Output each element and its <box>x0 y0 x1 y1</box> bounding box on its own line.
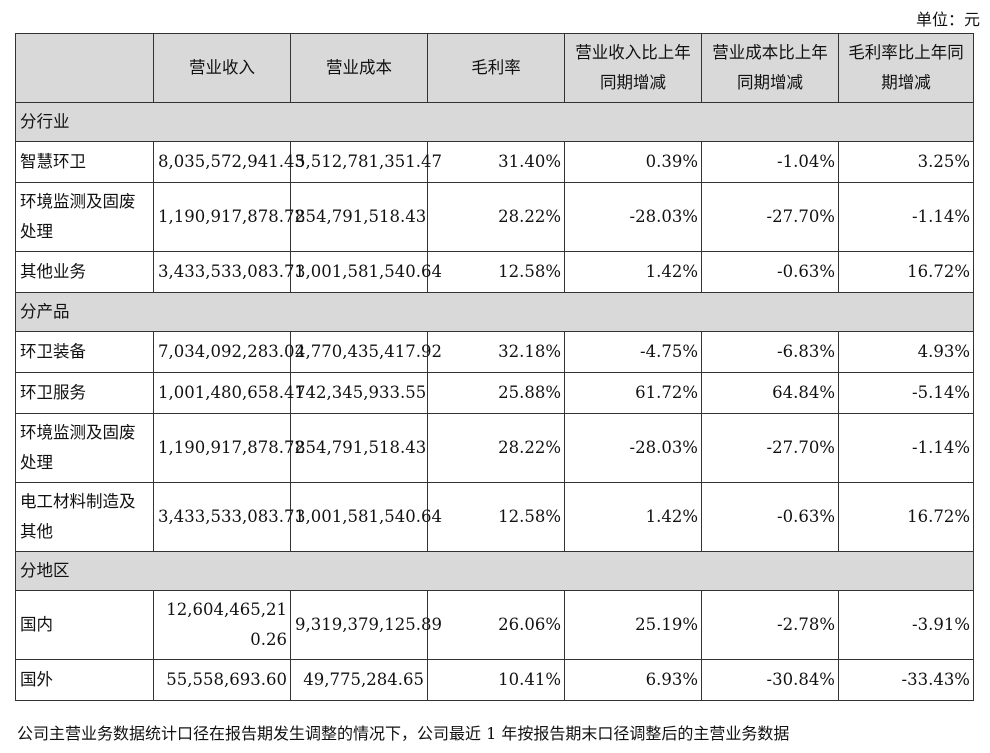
cost-change-cell: -2.78% <box>701 590 839 660</box>
header-cell <box>15 33 154 103</box>
section-title: 分行业 <box>15 102 974 142</box>
margin-change-cell: -5.14% <box>838 372 974 414</box>
cost-cell: 742,345,933.55 <box>290 372 428 414</box>
header-cell: 毛利率 <box>427 33 565 103</box>
row-name: 环卫装备 <box>15 331 154 373</box>
cost-change-cell: -0.63% <box>701 482 839 552</box>
cost-change-cell: -1.04% <box>701 141 839 183</box>
row-name: 其他业务 <box>15 251 154 293</box>
section-title: 分产品 <box>15 292 974 332</box>
margin-change-cell: -1.14% <box>838 413 974 483</box>
row-name: 电工材料制造及其他 <box>15 482 154 552</box>
table-row: 国内 12,604,465,210.26 9,319,379,125.89 26… <box>15 590 974 660</box>
cost-cell: 3,001,581,540.64 <box>290 251 442 293</box>
row-name: 环境监测及固废处理 <box>15 182 154 252</box>
section-row: 分地区 <box>15 551 974 591</box>
header-cell: 毛利率比上年同期增减 <box>838 33 974 103</box>
table-row: 环境监测及固废处理 1,190,917,878.72 854,791,518.4… <box>15 182 974 252</box>
cost-cell: 49,775,284.65 <box>290 659 428 701</box>
section-row: 分行业 <box>15 102 974 142</box>
revenue-change-cell: 6.93% <box>564 659 702 701</box>
table-header-row: 营业收入 营业成本 毛利率 营业收入比上年同期增减 营业成本比上年同期增减 毛利… <box>15 33 974 103</box>
table-row: 环境监测及固废处理 1,190,917,878.72 854,791,518.4… <box>15 413 974 483</box>
revenue-cell: 3,433,533,083.71 <box>153 251 305 293</box>
row-name: 国外 <box>15 659 154 701</box>
row-name: 环卫服务 <box>15 372 154 414</box>
cost-change-cell: -0.63% <box>701 251 839 293</box>
section-row: 分产品 <box>15 292 974 332</box>
header-cell: 营业收入 <box>153 33 291 103</box>
cost-cell: 3,001,581,540.64 <box>290 482 442 552</box>
cost-cell: 9,319,379,125.89 <box>290 590 442 660</box>
margin-cell: 12.58% <box>427 251 565 293</box>
revenue-change-cell: -4.75% <box>564 331 702 373</box>
revenue-change-cell: 1.42% <box>564 482 702 552</box>
margin-change-cell: 3.25% <box>838 141 974 183</box>
margin-change-cell: -3.91% <box>838 590 974 660</box>
cost-cell: 854,791,518.43 <box>290 413 428 483</box>
header-cell: 营业成本比上年同期增减 <box>701 33 839 103</box>
header-cell: 营业收入比上年同期增减 <box>564 33 702 103</box>
revenue-change-cell: 0.39% <box>564 141 702 183</box>
margin-cell: 28.22% <box>427 182 565 252</box>
row-name: 智慧环卫 <box>15 141 154 183</box>
main-business-table: 营业收入 营业成本 毛利率 营业收入比上年同期增减 营业成本比上年同期增减 毛利… <box>15 33 974 701</box>
section-title: 分地区 <box>15 551 974 591</box>
unit-label: 单位：元 <box>915 10 980 29</box>
cost-change-cell: 64.84% <box>701 372 839 414</box>
revenue-change-cell: -28.03% <box>564 182 702 252</box>
footer-note: 公司主营业务数据统计口径在报告期发生调整的情况下，公司最近 1 年按报告期末口径… <box>17 724 790 743</box>
revenue-cell: 12,604,465,210.26 <box>153 590 291 660</box>
margin-change-cell: 16.72% <box>838 482 974 552</box>
revenue-change-cell: 25.19% <box>564 590 702 660</box>
table-row: 环卫服务 1,001,480,658.41 742,345,933.55 25.… <box>15 372 974 414</box>
revenue-change-cell: 61.72% <box>564 372 702 414</box>
cost-cell: 854,791,518.43 <box>290 182 428 252</box>
table-row: 智慧环卫 8,035,572,941.43 5,512,781,351.47 3… <box>15 141 974 183</box>
margin-cell: 28.22% <box>427 413 565 483</box>
margin-cell: 31.40% <box>427 141 565 183</box>
table-row: 国外 55,558,693.60 49,775,284.65 10.41% 6.… <box>15 659 974 701</box>
table-row: 电工材料制造及其他 3,433,533,083.71 3,001,581,540… <box>15 482 974 552</box>
margin-cell: 10.41% <box>427 659 565 701</box>
margin-change-cell: 16.72% <box>838 251 974 293</box>
revenue-cell: 7,034,092,283.02 <box>153 331 305 373</box>
margin-cell: 25.88% <box>427 372 565 414</box>
cost-change-cell: -27.70% <box>701 182 839 252</box>
margin-cell: 26.06% <box>427 590 565 660</box>
margin-change-cell: 4.93% <box>838 331 974 373</box>
margin-change-cell: -1.14% <box>838 182 974 252</box>
revenue-change-cell: 1.42% <box>564 251 702 293</box>
cost-cell: 4,770,435,417.92 <box>290 331 442 373</box>
cost-cell: 5,512,781,351.47 <box>290 141 442 183</box>
cost-change-cell: -6.83% <box>701 331 839 373</box>
revenue-cell: 1,190,917,878.72 <box>153 182 305 252</box>
margin-cell: 12.58% <box>427 482 565 552</box>
margin-change-cell: -33.43% <box>838 659 974 701</box>
revenue-change-cell: -28.03% <box>564 413 702 483</box>
cost-change-cell: -27.70% <box>701 413 839 483</box>
revenue-cell: 55,558,693.60 <box>153 659 291 701</box>
table-row: 环卫装备 7,034,092,283.02 4,770,435,417.92 3… <box>15 331 974 373</box>
revenue-cell: 1,001,480,658.41 <box>153 372 305 414</box>
cost-change-cell: -30.84% <box>701 659 839 701</box>
header-cell: 营业成本 <box>290 33 428 103</box>
revenue-cell: 1,190,917,878.72 <box>153 413 305 483</box>
revenue-cell: 8,035,572,941.43 <box>153 141 305 183</box>
row-name: 国内 <box>15 590 154 660</box>
row-name: 环境监测及固废处理 <box>15 413 154 483</box>
table-row: 其他业务 3,433,533,083.71 3,001,581,540.64 1… <box>15 251 974 293</box>
revenue-cell: 3,433,533,083.71 <box>153 482 305 552</box>
margin-cell: 32.18% <box>427 331 565 373</box>
